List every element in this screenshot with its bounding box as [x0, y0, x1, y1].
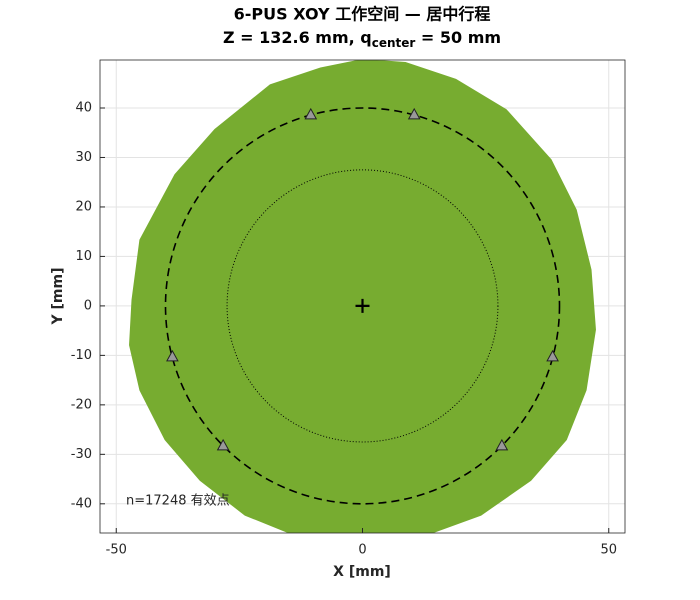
subtitle-text: Z = 132.6 mm, q — [223, 28, 372, 47]
reference-circle — [226, 169, 499, 443]
y-tick-label: 0 — [84, 298, 92, 313]
center-marker — [355, 298, 370, 313]
x-tick-label: -50 — [106, 543, 127, 558]
y-tick-label: -10 — [71, 348, 92, 363]
subtitle-text: = 50 mm — [415, 28, 501, 47]
y-tick-label: -20 — [71, 397, 92, 412]
joint-marker — [166, 349, 179, 362]
annotation: n=17248 有效点 — [126, 494, 230, 509]
joint-marker — [407, 107, 421, 120]
y-tick-label: -30 — [71, 447, 92, 462]
chart-subtitle: Z = 132.6 mm, qcenter = 50 mm — [223, 28, 501, 50]
y-tick-label: 10 — [75, 249, 92, 264]
x-tick-label: 0 — [358, 543, 366, 558]
x-tick-label: 50 — [600, 543, 617, 558]
joint-marker — [546, 349, 559, 362]
y-tick-label: -40 — [71, 496, 92, 511]
subtitle-subscript: center — [372, 36, 416, 50]
y-tick-label: 40 — [75, 100, 92, 115]
reference-circle — [164, 107, 561, 505]
chart-title: 6-PUS XOY 工作空间 — 居中行程 — [234, 5, 491, 24]
joint-marker — [495, 438, 509, 451]
joint-marker — [304, 107, 318, 120]
joint-marker — [216, 438, 230, 451]
x-axis-label: X [mm] — [333, 564, 391, 580]
y-tick-label: 20 — [75, 199, 92, 214]
y-axis-label: Y [mm] — [50, 268, 66, 326]
y-tick-label: 30 — [75, 150, 92, 165]
workspace-area — [129, 60, 596, 533]
